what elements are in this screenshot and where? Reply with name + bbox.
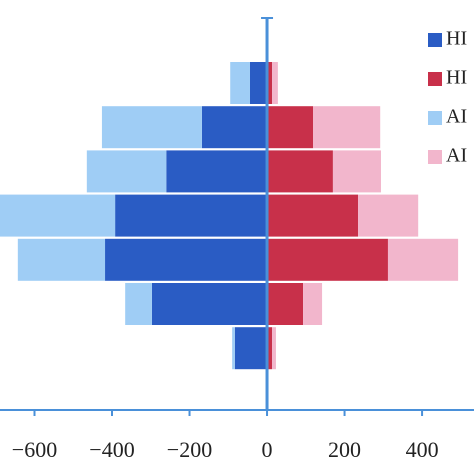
bar bbox=[272, 327, 276, 370]
bar bbox=[234, 327, 268, 370]
bar bbox=[230, 62, 250, 104]
bar bbox=[101, 106, 202, 149]
x-tick-label: −200 bbox=[167, 437, 212, 462]
bar bbox=[151, 283, 268, 325]
bar bbox=[232, 327, 235, 370]
legend-swatch bbox=[428, 150, 442, 164]
bar bbox=[86, 150, 167, 193]
legend-label: AI bbox=[446, 145, 467, 167]
bar bbox=[267, 327, 273, 370]
bar bbox=[201, 106, 268, 149]
bar bbox=[267, 283, 304, 325]
bar bbox=[0, 194, 116, 237]
bar bbox=[267, 106, 314, 149]
bar bbox=[387, 238, 459, 281]
legend-swatch bbox=[428, 33, 442, 47]
bar bbox=[249, 62, 268, 104]
bar bbox=[358, 194, 419, 237]
legend-label: HI bbox=[446, 28, 467, 50]
bar bbox=[267, 150, 333, 193]
bar bbox=[115, 194, 268, 237]
bar bbox=[166, 150, 268, 193]
x-tick-label: −400 bbox=[89, 437, 134, 462]
bar bbox=[272, 62, 278, 104]
bar bbox=[303, 283, 323, 325]
bar bbox=[313, 106, 381, 149]
x-tick-label: 400 bbox=[406, 437, 439, 462]
bar bbox=[125, 283, 152, 325]
x-tick-label: 0 bbox=[262, 437, 273, 462]
legend-label: AI bbox=[446, 106, 467, 128]
legend-label: HI bbox=[446, 67, 467, 89]
bar bbox=[17, 238, 106, 281]
legend-swatch bbox=[428, 111, 442, 125]
x-tick-label: −600 bbox=[12, 437, 57, 462]
bar bbox=[267, 238, 388, 281]
x-tick-label: 200 bbox=[328, 437, 361, 462]
legend-swatch bbox=[428, 72, 442, 86]
bar bbox=[105, 238, 268, 281]
bar bbox=[267, 62, 273, 104]
bar bbox=[332, 150, 381, 193]
bar bbox=[267, 194, 359, 237]
